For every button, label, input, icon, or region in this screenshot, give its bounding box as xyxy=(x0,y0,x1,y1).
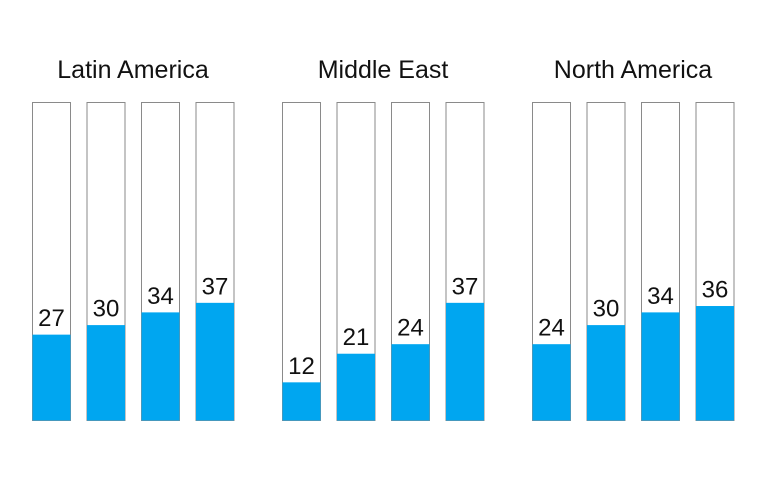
bar-fill xyxy=(282,382,321,421)
bar-group: Latin America 27 30 34 37 xyxy=(32,56,235,421)
bar-fill xyxy=(696,306,734,421)
bar-value-label: 21 xyxy=(343,324,370,351)
bar-value-label: 24 xyxy=(538,315,565,342)
bar-value-label: 30 xyxy=(93,296,120,323)
group-title: Middle East xyxy=(318,56,449,84)
bar-fill xyxy=(32,334,71,421)
bar-fill xyxy=(532,344,571,421)
bar-value-label: 24 xyxy=(397,315,424,342)
bar-value-label: 27 xyxy=(38,305,65,332)
bar-value-label: 30 xyxy=(593,296,620,323)
group-title: Latin America xyxy=(57,56,209,84)
bar-value-label: 34 xyxy=(647,283,674,310)
bar-fill xyxy=(641,312,680,421)
bar-fill xyxy=(446,302,484,421)
bar-fill xyxy=(141,312,180,421)
bar-value-label: 12 xyxy=(288,353,315,380)
bar-fill xyxy=(391,344,430,421)
bar-fill xyxy=(337,353,375,421)
bar-value-label: 36 xyxy=(702,277,729,304)
bar-value-label: 37 xyxy=(452,273,479,300)
group-title: North America xyxy=(554,56,712,84)
bar-value-label: 37 xyxy=(202,273,229,300)
bar-group: North America 24 30 34 36 xyxy=(532,56,735,421)
bar-fill xyxy=(587,325,625,421)
bar-fill xyxy=(196,302,234,421)
bar-value-label: 34 xyxy=(147,283,174,310)
bar-group: Middle East 12 21 24 37 xyxy=(282,56,485,421)
groups-layer: Latin America 27 30 34 37 Middle East 12 21 24 37… xyxy=(32,56,735,421)
bar-fill xyxy=(87,325,125,421)
